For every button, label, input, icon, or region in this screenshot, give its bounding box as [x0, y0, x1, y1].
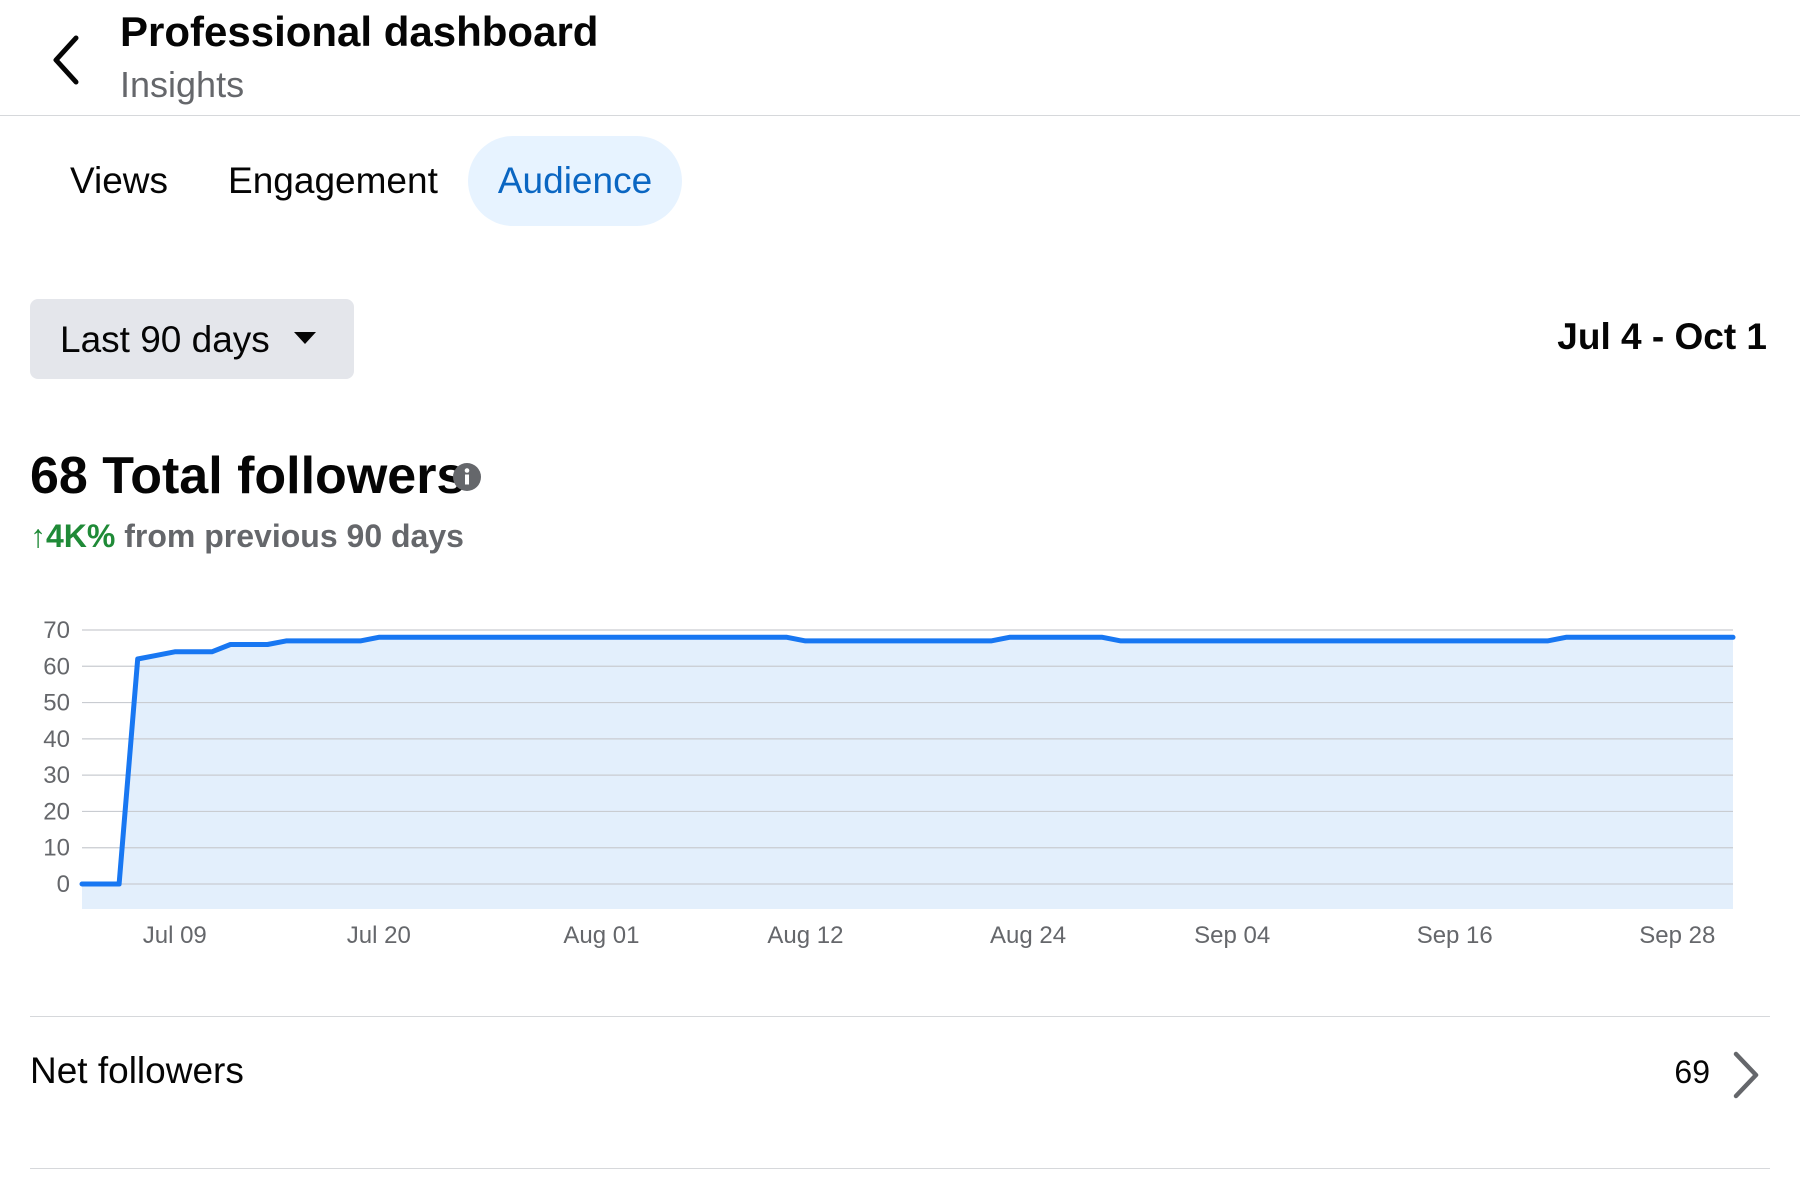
date-range-text: Jul 4 - Oct 1: [1557, 316, 1767, 357]
page-subtitle: Insights: [120, 64, 245, 105]
date-range-dropdown-label: Last 90 days: [60, 319, 270, 360]
data-point: [210, 650, 214, 654]
data-point: [1564, 635, 1568, 639]
tab-audience[interactable]: Audience: [467, 136, 683, 226]
x-tick-label: Sep 04: [1194, 922, 1270, 949]
y-tick-label: 30: [43, 762, 70, 789]
change-percent: ↑4K%: [30, 518, 116, 554]
data-point: [154, 653, 158, 657]
tab-bar: Views Engagement Audience: [40, 136, 683, 226]
x-tick-label: Jul 20: [347, 922, 411, 949]
followers-chart: 0 10 20 30 40 50 60 70 Jul 09 Jul 20 Aug 01 Aug 12 A…: [43, 617, 1736, 949]
data-point: [191, 650, 195, 654]
x-tick-label: Aug 01: [563, 922, 639, 949]
total-followers: 68 Total followers: [30, 447, 466, 505]
net-followers-value: 69: [1674, 1054, 1710, 1090]
data-point: [1731, 635, 1735, 639]
x-tick-label: Aug 24: [990, 922, 1066, 949]
data-point: [358, 639, 362, 643]
data-point: [785, 635, 789, 639]
data-point: [804, 639, 807, 643]
chevron-left-icon: [53, 35, 79, 85]
info-icon[interactable]: [452, 462, 482, 492]
data-point: [99, 882, 103, 886]
data-point: [989, 639, 993, 643]
data-point: [80, 882, 84, 886]
data-point: [1100, 635, 1104, 639]
data-point: [247, 643, 251, 646]
data-point: [1008, 635, 1011, 639]
caret-down-icon: [294, 332, 316, 344]
x-tick-label: Aug 12: [767, 922, 843, 949]
followers-change: ↑4K% from previous 90 days: [30, 518, 464, 555]
data-point: [1119, 639, 1123, 643]
divider: [30, 1168, 1770, 1169]
divider: [30, 1016, 1770, 1017]
tab-engagement[interactable]: Engagement: [228, 160, 438, 201]
data-point: [266, 643, 269, 646]
y-tick-label: 70: [43, 617, 70, 644]
x-tick-label: Jul 09: [143, 922, 207, 949]
data-point: [228, 643, 232, 646]
y-tick-label: 0: [57, 871, 70, 898]
y-tick-label: 10: [43, 835, 70, 862]
data-point: [1546, 639, 1549, 643]
data-point: [321, 639, 325, 643]
page-title: Professional dashboard: [120, 8, 599, 55]
back-button[interactable]: [44, 28, 92, 92]
tab-views[interactable]: Views: [70, 160, 169, 201]
data-point: [303, 639, 307, 643]
chevron-right-icon: [1733, 1051, 1759, 1099]
header: Professional dashboard Insights: [0, 0, 1800, 116]
data-point: [173, 650, 177, 654]
data-point: [340, 639, 344, 643]
data-point: [117, 882, 121, 886]
date-range-dropdown[interactable]: Last 90 days: [30, 299, 354, 379]
x-tick-label: Sep 28: [1639, 922, 1715, 949]
x-tick-label: Sep 16: [1417, 922, 1493, 949]
chart-area: [82, 637, 1733, 909]
data-point: [377, 635, 381, 639]
y-tick-label: 40: [43, 726, 70, 753]
net-followers-row[interactable]: Net followers 69: [30, 1018, 1770, 1148]
data-point: [395, 635, 399, 639]
data-point: [284, 639, 288, 643]
data-point: [136, 657, 140, 661]
y-tick-label: 50: [43, 690, 70, 717]
y-tick-label: 60: [43, 653, 70, 680]
net-followers-label: Net followers: [30, 1050, 244, 1091]
y-tick-label: 20: [43, 798, 70, 825]
change-caption: from previous 90 days: [124, 518, 464, 554]
